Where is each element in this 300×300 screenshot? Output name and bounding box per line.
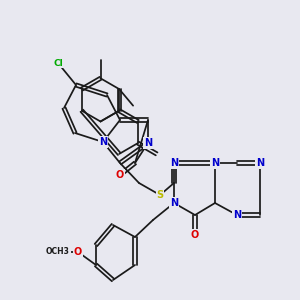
Text: N: N <box>211 158 219 168</box>
Text: O: O <box>74 247 82 257</box>
Text: O: O <box>191 230 199 240</box>
Text: OCH3: OCH3 <box>46 248 70 256</box>
Text: N: N <box>233 210 241 220</box>
Text: N: N <box>99 137 107 147</box>
Text: N: N <box>144 138 152 148</box>
Text: N: N <box>170 158 178 168</box>
Text: S: S <box>156 190 164 200</box>
Text: O: O <box>116 170 124 180</box>
Text: N: N <box>256 158 264 168</box>
Text: N: N <box>170 198 178 208</box>
Text: Cl: Cl <box>53 58 63 68</box>
